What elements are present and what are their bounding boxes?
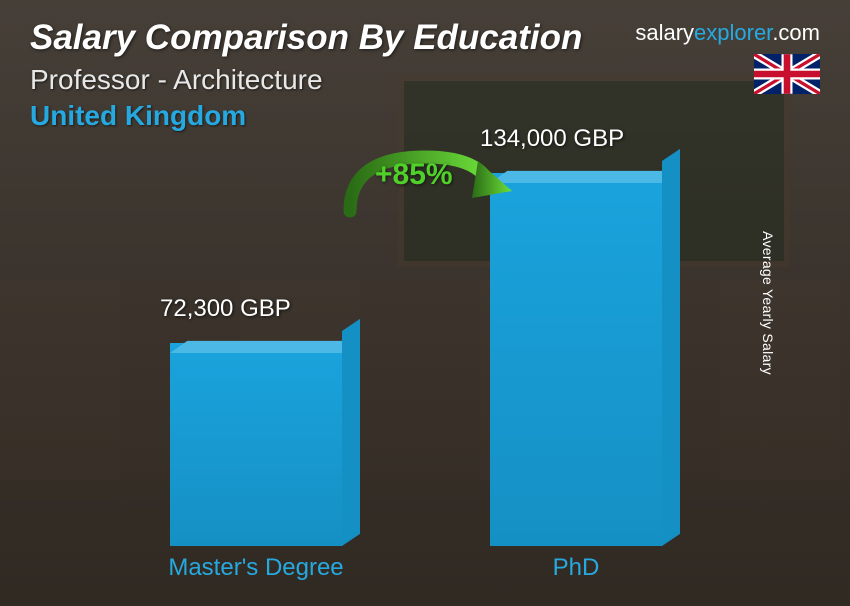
bar-masters bbox=[170, 343, 342, 546]
bar-top-face bbox=[170, 341, 359, 353]
brand-name: salaryexplorer.com bbox=[635, 20, 820, 46]
bar-front-face bbox=[170, 343, 342, 546]
brand-part1: salary bbox=[635, 20, 694, 45]
category-label-masters: Master's Degree bbox=[150, 554, 362, 582]
category-label-phd: PhD bbox=[470, 554, 682, 582]
brand-block: salaryexplorer.com bbox=[635, 20, 820, 94]
country-name: United Kingdom bbox=[30, 100, 820, 132]
brand-part2: explorer bbox=[694, 20, 772, 45]
uk-flag-icon bbox=[754, 54, 820, 94]
y-axis-label: Average Yearly Salary bbox=[760, 231, 776, 375]
percent-increase-badge: +85% bbox=[375, 158, 453, 192]
bar-side-face bbox=[342, 319, 360, 546]
value-label-masters: 72,300 GBP bbox=[160, 295, 291, 323]
bar-chart: 72,300 GBP Master's Degree 134,000 GBP P… bbox=[100, 156, 720, 586]
brand-part3: .com bbox=[772, 20, 820, 45]
bar-side-face bbox=[662, 149, 680, 546]
